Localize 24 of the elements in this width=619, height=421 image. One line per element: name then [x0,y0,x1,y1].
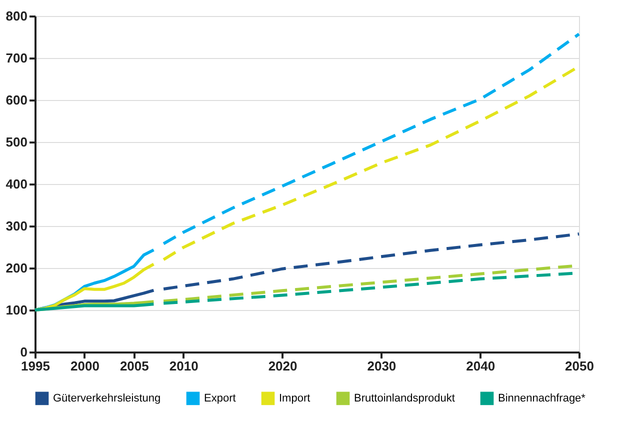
y-tick-label: 600 [6,92,28,108]
y-tick-label: 400 [6,176,28,192]
y-tick-label: 0 [20,344,28,360]
line-series [162,32,580,246]
y-tick-label: 100 [6,302,28,318]
x-tick-label: 2050 [565,358,594,374]
y-tick-label: 800 [6,8,28,24]
legend-label: Import [279,392,310,404]
y-tick-label: 500 [6,134,28,150]
y-tick-label: 200 [6,260,28,276]
x-tick-label: 1995 [21,358,50,374]
x-tick-label: 2000 [70,358,100,374]
legend-label: Bruttoinlandsprodukt [354,392,455,404]
line-series [162,232,580,290]
y-tick-label: 300 [6,218,28,234]
legend-label: Binnennachfrage* [498,392,586,404]
x-tick-label: 2020 [268,358,298,374]
legend-label: Export [204,392,236,404]
x-tick-label: 2010 [169,358,198,374]
x-tick-label: 2005 [120,358,149,374]
x-tick-label: 2040 [466,358,496,374]
legend-label: Güterverkehrsleistung [53,392,161,404]
x-tick-label: 2030 [367,358,396,374]
y-tick-label: 700 [6,50,28,66]
